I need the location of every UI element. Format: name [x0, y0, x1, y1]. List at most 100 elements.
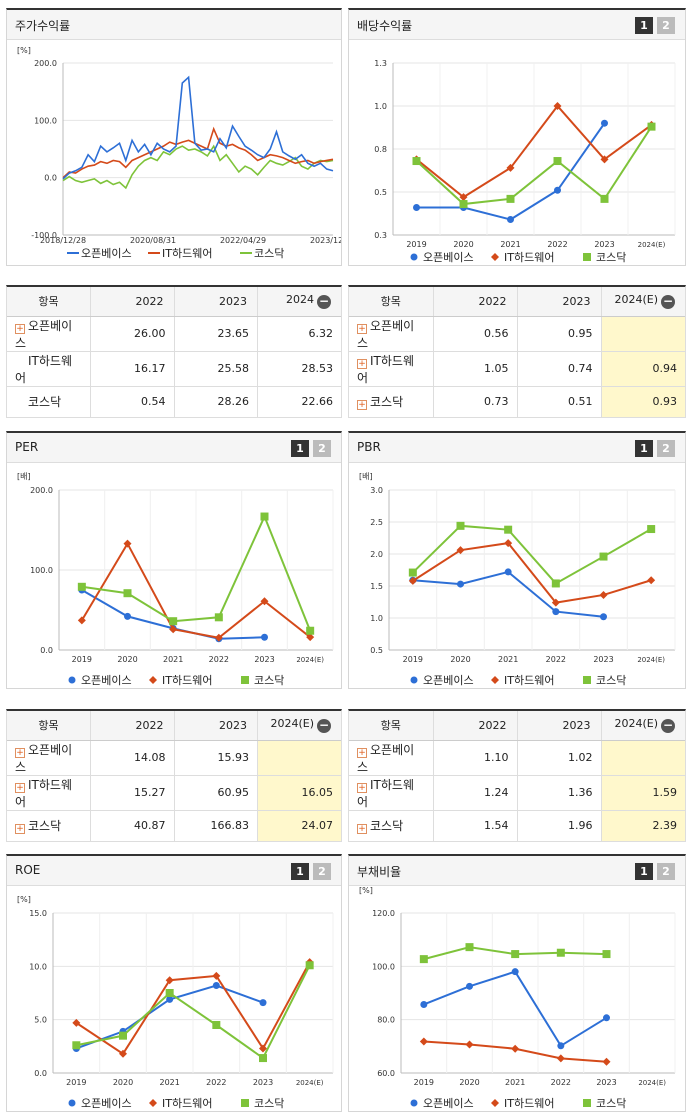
table-cell: 6.32	[257, 316, 341, 352]
legend-label: IT하드웨어	[504, 1096, 554, 1110]
series-line-openbase	[62, 75, 334, 180]
point-openbase	[166, 995, 174, 1003]
y-tick-label: 0.0	[34, 1069, 47, 1078]
point-kosdaq	[600, 194, 609, 203]
table-cell	[600, 740, 685, 776]
y-tick-label: 0.0	[44, 174, 57, 183]
expand-plus-icon[interactable]: +	[357, 400, 367, 410]
column-header: 2022	[90, 287, 174, 317]
y-tick-label: 2.5	[370, 518, 383, 527]
table-cell: 0.73	[432, 386, 517, 418]
page-1-button[interactable]: 1	[635, 440, 653, 457]
chart-dividend-yield: 1.3 1.0 0.8 0.5 0.3 2019 2020 2021 2022 2023 2024(…	[374, 59, 676, 264]
page-2-button[interactable]: 2	[313, 440, 331, 457]
panel-dividend-yield: 배당수익률 1 2 1.3 1.0 0.8 0.5 0.3 2019 2020 2021 202…	[348, 8, 686, 266]
point-kosdaq	[408, 568, 417, 577]
table-cell: 1.36	[516, 775, 601, 811]
table-cell: 40.87	[90, 810, 174, 842]
expand-plus-icon[interactable]: +	[15, 747, 25, 758]
page-2-button[interactable]: 2	[657, 863, 675, 880]
y-tick-label: 60.0	[377, 1069, 395, 1078]
table-header-row: 항목 2022 2023 2024(E) −	[7, 711, 341, 741]
y-tick-label: 80.0	[377, 1016, 395, 1025]
table-cell: 166.83	[173, 810, 258, 842]
table-cell: 23.65	[173, 316, 258, 352]
x-tick-label: 2021	[505, 1078, 525, 1087]
table-cell: 25.58	[173, 351, 258, 387]
point-kosdaq	[506, 194, 515, 203]
page-2-button[interactable]: 2	[657, 17, 675, 34]
expand-plus-icon[interactable]: +	[357, 747, 367, 758]
table-cell	[257, 740, 341, 776]
y-tick-label: 5.0	[34, 1016, 47, 1025]
y-tick-label: 2.0	[370, 550, 383, 559]
legend-marker	[149, 676, 157, 684]
legend-label: 오픈베이스	[423, 251, 474, 264]
row-label: + 오픈베이스	[349, 740, 433, 776]
column-header: 2024−	[257, 287, 341, 317]
expand-plus-icon[interactable]: +	[15, 323, 25, 334]
point-kosdaq	[119, 1031, 127, 1040]
page-2-button[interactable]: 2	[657, 440, 675, 457]
row-name: 코스닥	[28, 819, 62, 833]
expand-plus-icon[interactable]: +	[357, 323, 367, 334]
point-kosdaq	[169, 617, 178, 626]
column-header-label: 항목	[38, 719, 59, 733]
series-line-openbase	[423, 970, 608, 1048]
legend-label: 코스닥	[254, 247, 284, 260]
point-openbase	[259, 999, 267, 1007]
y-tick-label: 0.8	[374, 145, 387, 154]
panel-title: PER	[7, 433, 341, 463]
column-header-label: 2022	[135, 294, 164, 308]
point-openbase	[413, 203, 420, 211]
expand-plus-icon[interactable]: +	[357, 824, 367, 834]
panel-title: 배당수익률	[349, 10, 685, 40]
expand-plus-icon[interactable]: +	[15, 824, 25, 834]
point-it-hardware	[419, 1037, 428, 1046]
chart-roe: [%] 15.0 10.0 5.0 0.0 2019 2020 2021 2022 2023 202…	[17, 895, 334, 1110]
page-2-button[interactable]: 2	[313, 863, 331, 880]
legend-label: IT하드웨어	[162, 246, 212, 260]
series-line-kosdaq	[81, 513, 312, 632]
x-tick-label: 2023/12/28	[310, 236, 341, 245]
table-cell: 15.27	[90, 775, 174, 811]
expand-plus-icon[interactable]: +	[15, 782, 25, 793]
row-name: IT하드웨어	[357, 353, 414, 385]
column-header-label: 2023	[562, 718, 591, 732]
collapse-icon[interactable]: −	[317, 718, 331, 734]
x-tick-label: 2021	[163, 655, 183, 664]
table-cell: 1.24	[432, 775, 517, 811]
legend-label: 오픈베이스	[81, 674, 132, 687]
table-row: + 코스닥 1.54 1.96 2.39	[349, 810, 685, 842]
page-1-button[interactable]: 1	[291, 440, 309, 457]
point-it-hardware	[214, 633, 223, 642]
x-tick-label: 2022	[551, 1078, 571, 1087]
collapse-icon[interactable]: −	[661, 718, 675, 734]
panel-stock-return: 주가수익률 [%] 200.0 100.0 0.0 -100.0 2018/12/28 20…	[6, 8, 342, 266]
collapse-icon[interactable]: −	[661, 294, 675, 310]
point-kosdaq	[556, 948, 565, 957]
y-tick-label: 1.0	[374, 102, 387, 111]
expand-plus-icon[interactable]: +	[357, 782, 367, 793]
page-1-button[interactable]: 1	[291, 863, 309, 880]
legend-label: IT하드웨어	[504, 673, 554, 687]
page-1-button[interactable]: 1	[635, 863, 653, 880]
expand-plus-icon[interactable]: +	[357, 358, 367, 369]
legend-marker	[583, 1099, 591, 1107]
x-tick-label: 2020	[113, 1078, 133, 1087]
y-tick-label: -100.0	[31, 231, 57, 240]
table-cell: 60.95	[173, 775, 258, 811]
y-tick-label: 3.0	[370, 486, 383, 495]
legend-label: IT하드웨어	[162, 673, 212, 687]
collapse-icon[interactable]: −	[317, 294, 331, 310]
point-it-hardware	[506, 163, 515, 172]
point-openbase	[507, 216, 514, 224]
page-1-button[interactable]: 1	[635, 17, 653, 34]
table-cell: 0.74	[516, 351, 601, 387]
panel-title: 부채비율	[349, 856, 685, 886]
legend-label: 오픈베이스	[81, 247, 132, 260]
table-cell: 1.59	[600, 775, 685, 811]
legend-marker	[410, 253, 418, 261]
y-tick-label: 100.0	[34, 116, 57, 125]
